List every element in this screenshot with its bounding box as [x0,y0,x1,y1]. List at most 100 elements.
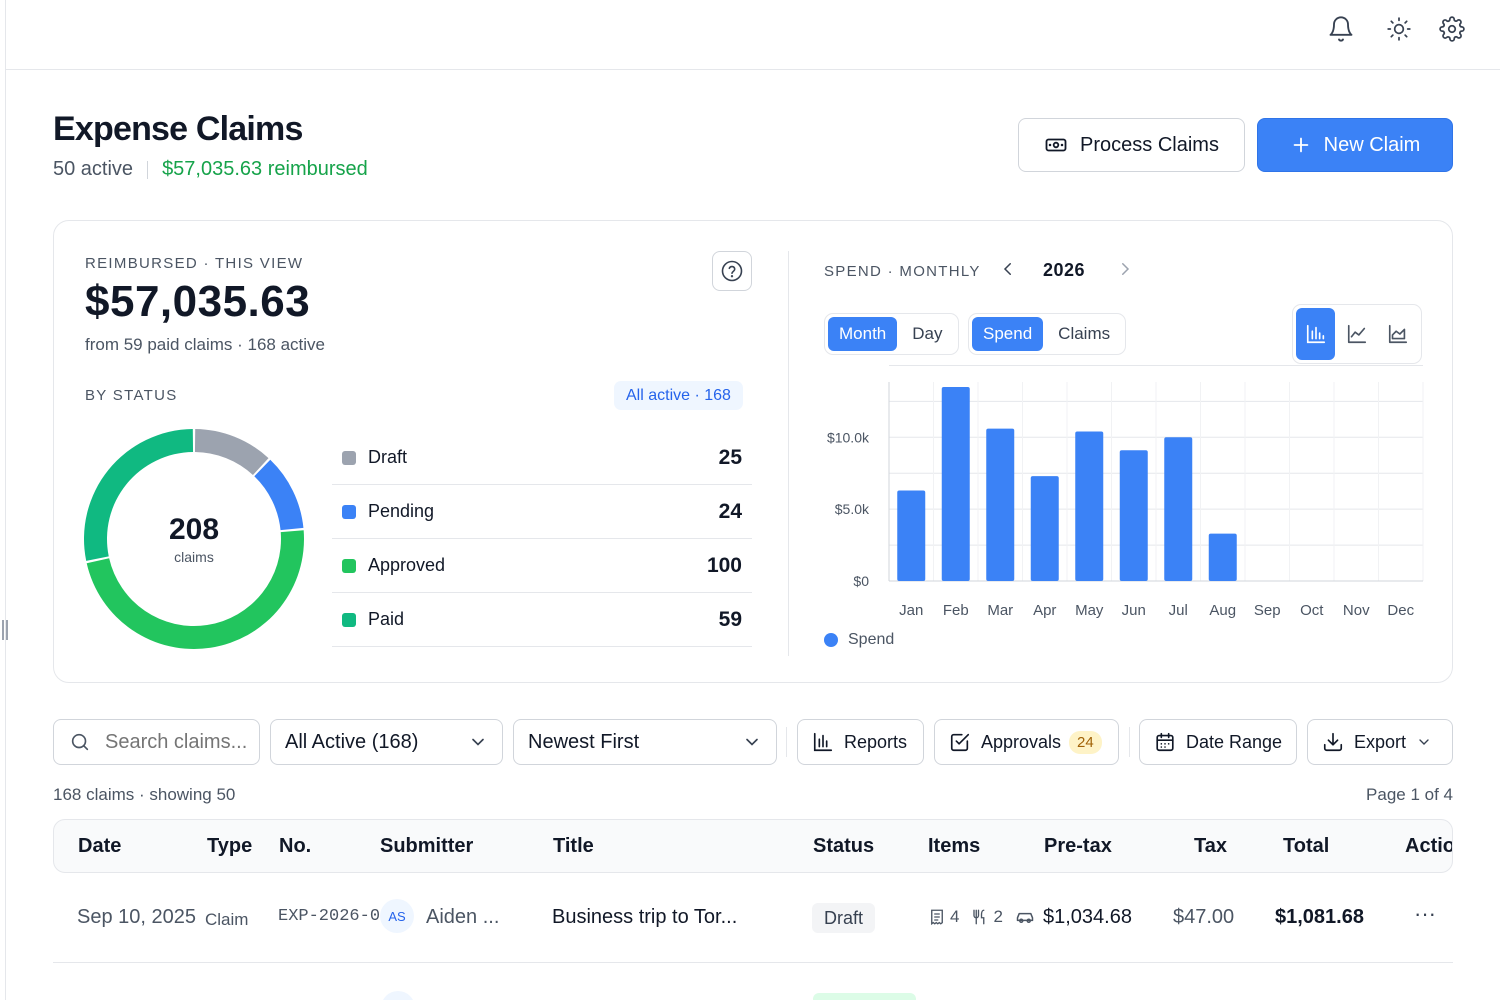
sidebar-resize-handle[interactable] [2,620,8,640]
col-date[interactable]: Date [78,835,122,857]
x-tick-label: Feb [943,602,969,619]
status-name: Draft [368,447,408,467]
col-title[interactable]: Title [553,835,594,857]
donut-slice-pending[interactable] [254,459,304,531]
donut-slice-paid[interactable] [84,429,194,561]
col-type[interactable]: Type [207,835,253,857]
bar-may[interactable] [1075,431,1104,581]
date-range-button[interactable]: Date Range [1139,719,1297,765]
status-swatch-draft [342,450,356,465]
donut-center: 208 claims [84,429,304,649]
month-option[interactable]: Month [828,317,898,351]
col-total[interactable]: Total [1283,835,1330,857]
card-divider [788,251,789,656]
col-no[interactable]: No. [279,835,312,857]
car-icon [1016,912,1034,923]
bar-apr[interactable] [1030,476,1059,581]
status-row-draft[interactable]: Draft 25 [332,431,752,485]
area-chart-icon[interactable] [1379,308,1418,360]
x-tick-label: Jun [1122,602,1146,619]
download-icon [1323,732,1343,752]
toolbar-divider [786,727,787,757]
export-label: Export [1354,731,1407,752]
line-chart-icon[interactable] [1337,308,1376,360]
approvals-button[interactable]: Approvals 24 [934,719,1119,765]
spend-option[interactable]: Spend [972,317,1044,351]
col-tax[interactable]: Tax [1194,835,1227,857]
help-button[interactable] [712,251,752,291]
utensils-icon [973,909,985,925]
next-year-button[interactable] [1113,257,1137,281]
reports-label: Reports [844,731,908,752]
cash-icon [1045,138,1067,152]
plus-icon [1293,137,1308,153]
process-claims-button[interactable]: Process Claims [1018,118,1245,172]
bar-feb[interactable] [941,387,970,581]
new-claim-label: New Claim [1323,133,1421,156]
question-circle-icon [721,260,743,282]
chevron-down-icon [472,738,484,746]
claims-option[interactable]: Claims [1058,324,1111,343]
row-title[interactable]: Business trip to Tor... [552,906,738,928]
toolbar-divider [1129,727,1130,757]
by-status-caption: BY STATUS [85,387,178,404]
status-badge: Draft [812,903,876,933]
spend-caption: SPEND · MONTHLY [824,263,981,280]
bar-mar[interactable] [986,428,1015,581]
status-row-paid[interactable]: Paid 59 [332,593,752,647]
status-count: 100 [706,553,742,577]
table-row-partial[interactable] [53,963,1453,1000]
sun-icon[interactable] [1384,14,1414,44]
granularity-toggle: Month Day [824,313,959,355]
search-input[interactable] [105,730,255,754]
col-items[interactable]: Items [928,835,981,857]
bar-jul[interactable] [1164,437,1193,581]
sort-value: Newest First [528,730,640,753]
table-header: Date Type No. Submitter Title Status Ite… [53,819,1453,873]
bell-icon[interactable] [1326,14,1356,44]
export-button[interactable]: Export [1307,719,1453,765]
chevron-right-icon [1122,263,1130,275]
reports-button[interactable]: Reports [797,719,924,765]
filter-value: All Active (168) [285,730,419,753]
donut-slice-approved[interactable] [86,530,304,649]
receipt-icon [931,909,943,926]
search-box [53,719,260,765]
x-tick-label: Jan [899,602,923,619]
process-claims-label: Process Claims [1080,133,1219,156]
status-name: Paid [368,609,405,629]
gear-icon[interactable] [1437,14,1467,44]
x-tick-label: Nov [1343,602,1370,619]
subtitle-divider [147,160,149,179]
bar-jan[interactable] [897,490,926,581]
donut-unit: claims [174,549,214,565]
col-actions: Actio [1405,835,1453,857]
prev-year-button[interactable] [996,257,1020,281]
bar-jun[interactable] [1119,450,1148,581]
bar-chart-icon[interactable] [1296,308,1336,360]
status-count: 25 [718,445,742,469]
row-actions-button[interactable]: ··· [1414,901,1436,926]
donut-slice-draft[interactable] [194,429,269,475]
approvals-label: Approvals [981,731,1062,752]
new-claim-button[interactable]: New Claim [1257,118,1453,172]
col-submitter[interactable]: Submitter [380,835,474,857]
sort-select[interactable]: Newest First [513,719,777,765]
summary-card: REIMBURSED · THIS VIEW $57,035.63 from 5… [53,220,1453,683]
row-claim-number[interactable]: EXP-2026-0227 [278,907,411,926]
status-row-pending[interactable]: Pending 24 [332,485,752,539]
row-submitter: Aiden ... [426,906,500,928]
day-option[interactable]: Day [912,324,943,343]
donut-total: 208 [168,513,220,546]
status-badge [813,993,916,1000]
col-status[interactable]: Status [813,835,875,857]
status-row-approved[interactable]: Approved 100 [332,539,752,593]
col-pretax[interactable]: Pre-tax [1044,835,1112,857]
table-row[interactable]: Sep 10, 2025 Claim EXP-2026-0227 AS Aide… [53,873,1453,963]
row-tax: $47.00 [1173,906,1235,928]
filter-select[interactable]: All Active (168) [270,719,503,765]
all-active-badge[interactable]: All active · 168 [614,381,743,410]
legend-label-spend: Spend [848,631,895,648]
bar-aug[interactable] [1208,533,1237,581]
status-count: 59 [718,607,742,631]
